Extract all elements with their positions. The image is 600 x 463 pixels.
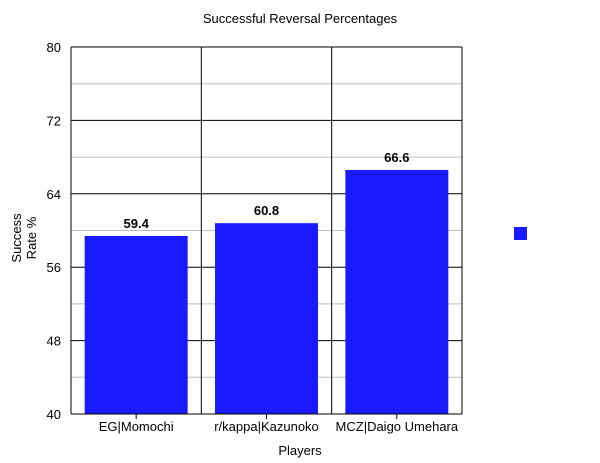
bar-1	[215, 223, 318, 414]
chart-title: Successful Reversal Percentages	[203, 11, 398, 26]
bar-value-label-1: 60.8	[254, 203, 279, 218]
y-axis-label-line-1: Success	[9, 213, 24, 263]
x-tick-label-1: r/kappa|Kazunoko	[214, 419, 319, 434]
bar-value-label-0: 59.4	[124, 216, 150, 231]
y-tick-label-1: 48	[47, 334, 61, 349]
bar-0	[84, 236, 188, 414]
x-tick-label-2: MCZ|Daigo Umehara	[336, 419, 459, 434]
legend-swatch	[514, 227, 527, 240]
y-tick-label-0: 40	[47, 407, 61, 422]
y-tick-label-4: 72	[47, 113, 61, 128]
y-tick-label-2: 56	[47, 260, 61, 275]
x-axis-label: Players	[278, 443, 322, 458]
y-tick-label-3: 64	[47, 187, 61, 202]
bar-2	[345, 169, 449, 414]
bar-value-label-2: 66.6	[384, 150, 409, 165]
y-tick-label-5: 80	[47, 40, 61, 55]
plot-area: 40 48 56 64 72 80 59.4 EG|Momochi 60.8 r/kappa|Ka…	[47, 40, 463, 434]
x-tick-label-0: EG|Momochi	[99, 419, 174, 434]
y-axis-label-line-2: Rate %	[24, 216, 39, 259]
